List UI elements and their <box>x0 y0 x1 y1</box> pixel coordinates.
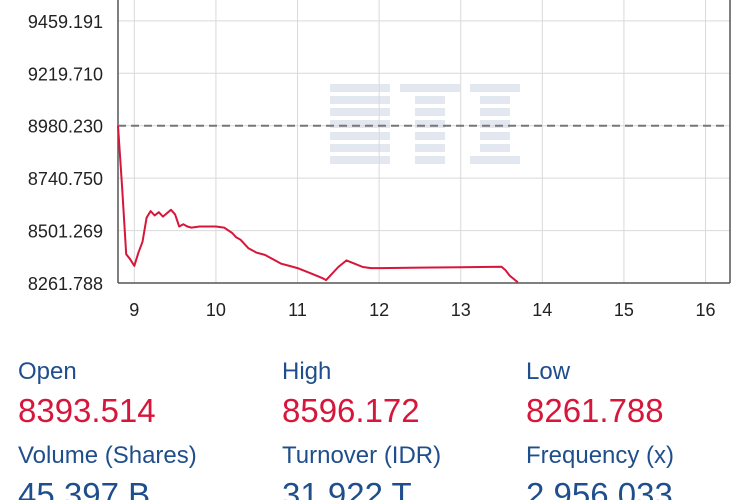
x-tick-label: 14 <box>532 300 552 320</box>
y-tick-label: 9219.710 <box>28 64 103 84</box>
price-chart: 8261.788 8501.269 8740.750 8980.230 9219.710… <box>28 0 731 320</box>
x-tick-label: 15 <box>614 300 634 320</box>
x-tick-label: 9 <box>129 300 139 320</box>
stat-turnover-label: Turnover (IDR) <box>282 442 442 469</box>
y-tick-label: 8261.788 <box>28 274 103 294</box>
grid-lines <box>118 0 730 284</box>
stat-open-label: Open <box>18 358 77 385</box>
stat-open-value: 8393.514 <box>18 392 156 429</box>
stat-low: Low 8261.788 <box>526 358 664 430</box>
stat-high: High 8596.172 <box>282 358 420 430</box>
x-tick-label: 10 <box>206 300 226 320</box>
stat-volume-value: 45,397 B <box>18 476 151 500</box>
y-tick-label: 8740.750 <box>28 169 103 189</box>
x-tick-label: 13 <box>451 300 471 320</box>
stat-frequency: Frequency (x) 2,956,033 <box>526 442 674 500</box>
x-tick-label: 11 <box>288 300 307 320</box>
stat-frequency-value: 2,956,033 <box>526 476 673 500</box>
y-tick-label: 8980.230 <box>28 117 103 137</box>
stat-turnover: Turnover (IDR) 31,922 T <box>282 442 441 500</box>
stat-volume: Volume (Shares) 45,397 B <box>18 442 197 500</box>
y-tick-label: 8501.269 <box>28 222 103 242</box>
stat-turnover-value: 31,922 T <box>282 476 412 500</box>
series-group <box>117 125 519 284</box>
stat-volume-label: Volume (Shares) <box>18 442 197 469</box>
x-tick-label: 16 <box>696 300 716 320</box>
stat-low-value: 8261.788 <box>526 392 664 429</box>
price-line <box>117 125 519 284</box>
y-tick-label: 9459.191 <box>28 12 103 32</box>
stat-open: Open 8393.514 <box>18 358 156 430</box>
stat-low-label: Low <box>526 358 571 385</box>
watermark <box>330 84 520 164</box>
stat-frequency-label: Frequency (x) <box>526 442 675 469</box>
y-axis-labels: 8261.788 8501.269 8740.750 8980.230 9219.710… <box>28 12 103 294</box>
stats-panel: Open 8393.514 High 8596.172 Low 8261.788… <box>0 350 750 500</box>
plot-frame <box>117 0 731 284</box>
stat-high-label: High <box>282 358 332 385</box>
stat-high-value: 8596.172 <box>282 392 420 429</box>
x-axis-labels: 9 10 11 12 13 14 15 16 <box>129 300 715 320</box>
x-tick-label: 12 <box>369 300 389 320</box>
